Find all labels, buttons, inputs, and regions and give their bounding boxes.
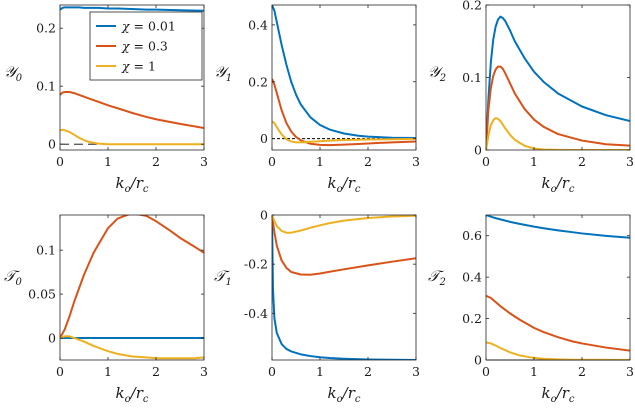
panel-Y0: 0 1 2 3 0 0.1 0.2 ko/rc 𝒴0: [4, 4, 208, 195]
legend-entry-label: χ = 0.01: [121, 19, 176, 34]
x-tick-label: 1: [530, 154, 538, 169]
x-tick-label: 3: [412, 364, 420, 379]
y-tick-label: 0: [474, 143, 482, 158]
x-tick-label: 2: [152, 364, 160, 379]
panel-Y2: 0 1 2 3 0 0.1 0.2 ko/rc 𝒴2: [428, 0, 634, 195]
x-tick-label: 1: [104, 154, 112, 169]
y-tick-label: -0.4: [244, 306, 268, 321]
y-tick-label: 0.2: [248, 74, 268, 89]
x-tick-label: 0: [268, 154, 276, 169]
tick-marks: [485, 215, 631, 361]
legend-entry-label: χ = 0.3: [121, 39, 168, 54]
y-tick-label: 0.1: [462, 70, 482, 85]
legend-entry-label: χ = 1: [121, 59, 156, 74]
x-tick-label: 3: [200, 154, 208, 169]
y-axis-label: 𝒯0: [4, 267, 23, 288]
y-tick-label: -0.2: [244, 257, 268, 272]
y-axis-label: 𝒯1: [214, 267, 232, 288]
series-line-chi-1: [272, 120, 416, 144]
panel-T0: 0 1 2 3 0 0.05 0.1 ko/rc 𝒯0: [4, 214, 208, 405]
y-tick-label: 0.2: [462, 0, 482, 13]
y-axis-label: 𝒴1: [214, 63, 232, 84]
series-line-chi-0.3: [486, 294, 630, 352]
series-line-chi-0.01: [486, 15, 630, 150]
series-line-chi-0.01: [60, 6, 204, 12]
y-tick-label: 0: [474, 353, 482, 368]
x-tick-label: 1: [316, 154, 324, 169]
x-tick-label: 0: [482, 364, 490, 379]
y-tick-label: 0.2: [462, 311, 482, 326]
x-tick-label: 0: [482, 154, 490, 169]
y-tick-label: 0.1: [36, 79, 56, 94]
legend: χ = 0.01 χ = 0.3 χ = 1: [89, 11, 203, 81]
axes-box: [271, 4, 417, 151]
x-tick-label: 0: [56, 154, 64, 169]
tick-marks: [485, 4, 631, 151]
series-line-chi-1: [486, 341, 630, 360]
x-tick-label: 2: [152, 154, 160, 169]
series-line-chi-0.01: [272, 5, 416, 140]
panel-T2: 0 1 2 3 0 0.2 0.4 0.6 ko/rc 𝒯2: [428, 214, 634, 405]
y-tick-label: 0.4: [462, 270, 482, 285]
y-tick-label: 0.6: [462, 228, 482, 243]
axes-box: [271, 214, 417, 361]
y-axis-label: 𝒴2: [428, 63, 446, 84]
tick-marks: [271, 5, 417, 150]
series-line-chi-1: [60, 335, 204, 360]
x-tick-label: 3: [412, 154, 420, 169]
x-tick-label: 0: [268, 364, 276, 379]
y-tick-label: 0: [48, 331, 56, 346]
x-tick-label: 1: [316, 364, 324, 379]
y-tick-label: 0: [260, 131, 268, 146]
y-tick-label: 0.2: [36, 21, 56, 36]
tick-marks: [271, 214, 417, 360]
axes-box: [59, 214, 205, 361]
x-tick-label: 3: [200, 364, 208, 379]
x-tick-label: 3: [626, 364, 634, 379]
series-line-chi-0.3: [60, 91, 204, 129]
axes-box: [485, 214, 631, 361]
x-tick-label: 1: [104, 364, 112, 379]
series-line-chi-1: [272, 215, 416, 234]
x-tick-label: 1: [530, 364, 538, 379]
y-axis-label: 𝒴0: [4, 63, 23, 84]
series-line-chi-0.01: [486, 215, 630, 239]
y-tick-label: 0: [260, 208, 268, 223]
x-tick-label: 2: [578, 364, 586, 379]
x-tick-label: 3: [626, 154, 634, 169]
x-axis-label: ko/rc: [542, 174, 575, 195]
x-tick-label: 2: [364, 364, 372, 379]
x-axis-label: ko/rc: [116, 174, 149, 195]
y-tick-label: 0.05: [28, 287, 56, 302]
y-tick-label: 0.1: [36, 243, 56, 258]
y-axis-label: 𝒯2: [428, 267, 446, 288]
panel-T1: 0 1 2 3 -0.4 -0.2 0 ko/rc 𝒯1: [214, 208, 420, 406]
x-axis-label: ko/rc: [328, 174, 361, 195]
panel-Y1: 0 1 2 3 0 0.2 0.4 ko/rc 𝒴1: [214, 4, 420, 195]
series-line-chi-1: [60, 128, 204, 146]
series-line-chi-0.3: [272, 215, 416, 276]
tick-marks: [59, 215, 205, 360]
axes-box: [59, 4, 205, 151]
x-axis-label: ko/rc: [116, 384, 149, 405]
x-tick-label: 0: [56, 364, 64, 379]
y-tick-label: 0.4: [248, 17, 268, 32]
x-tick-label: 2: [364, 154, 372, 169]
x-axis-label: ko/rc: [542, 384, 575, 405]
series-line-chi-0.01: [272, 215, 416, 360]
x-axis-label: ko/rc: [328, 384, 361, 405]
tick-marks: [59, 5, 205, 150]
series-line-chi-0.3: [486, 65, 630, 150]
x-tick-label: 2: [578, 154, 586, 169]
series-line-chi-0.3: [60, 215, 204, 339]
y-tick-label: 0: [48, 137, 56, 152]
